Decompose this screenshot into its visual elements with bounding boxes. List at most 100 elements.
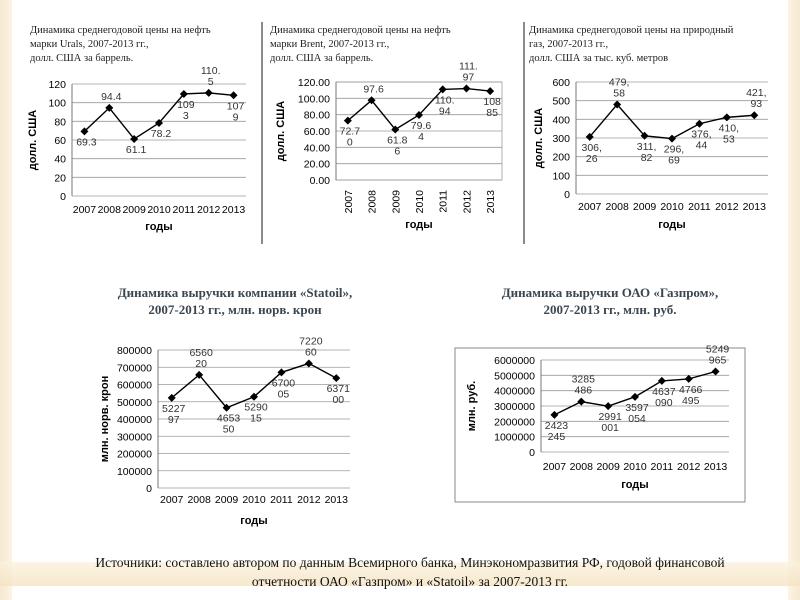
urals-data-label: 110. 5 xyxy=(201,65,221,88)
gas-y-title: долл. США xyxy=(533,108,545,169)
statoil-x-tick: 2010 xyxy=(242,494,266,506)
brent-y-tick: 20.00 xyxy=(304,159,330,171)
urals-x-tick: 2009 xyxy=(122,204,146,216)
urals-data-point xyxy=(229,91,238,100)
urals-data-label: 78.2 xyxy=(151,128,172,140)
urals-data-point xyxy=(155,119,163,128)
statoil-y-tick: 200000 xyxy=(117,449,152,461)
caption-brent: Динамика среднегодовой цены на нефть мар… xyxy=(270,25,451,64)
gazprom-data-point xyxy=(684,374,693,383)
gas-x-title: годы xyxy=(658,219,685,231)
brent-x-tick: 2013 xyxy=(485,190,497,214)
statoil-data-point xyxy=(195,370,204,379)
brent-data-point xyxy=(486,87,495,96)
gas-x-tick: 2013 xyxy=(743,201,767,213)
gazprom-x-title: годы xyxy=(621,479,648,491)
urals-x-tick: 2010 xyxy=(147,204,171,216)
gas-y-tick: 0 xyxy=(564,189,570,201)
statoil-data-point xyxy=(304,359,313,368)
gazprom-y-tick: 2000000 xyxy=(494,416,535,428)
gazprom-x-tick: 2008 xyxy=(570,461,594,473)
brent-y-tick: 80.00 xyxy=(304,110,330,122)
statoil-y-tick: 400000 xyxy=(117,414,152,426)
statoil-data-point xyxy=(332,374,341,383)
urals-x-tick: 2013 xyxy=(222,204,246,216)
gazprom-y-tick: 0 xyxy=(529,447,535,459)
gazprom-y-tick: 4000000 xyxy=(494,386,535,398)
gas-data-label: 376, 44 xyxy=(691,129,711,152)
divider-left xyxy=(261,22,263,244)
statoil-y-tick: 500000 xyxy=(117,397,152,409)
gas-y-tick: 400 xyxy=(552,114,570,126)
gas-data-point xyxy=(640,131,649,140)
urals-x-title: годы xyxy=(145,221,172,233)
caption-urals: Динамика среднегодовой цены на нефть мар… xyxy=(30,25,211,64)
urals-data-point xyxy=(80,127,89,136)
statoil-data-point xyxy=(277,368,286,377)
statoil-data-label: 5290 15 xyxy=(244,402,268,425)
gazprom-data-label: 2423 245 xyxy=(545,420,569,443)
gas-x-tick: 2009 xyxy=(633,201,657,213)
gazprom-y-tick: 1000000 xyxy=(494,432,535,444)
brent-data-point xyxy=(415,110,423,119)
brent-data-point xyxy=(343,116,352,125)
gas-data-point xyxy=(585,132,594,141)
urals-y-tick: 20 xyxy=(54,172,66,184)
brent-y-tick: 100.00 xyxy=(298,93,330,105)
statoil-data-point xyxy=(222,403,231,412)
gazprom-data-label: 3597 054 xyxy=(625,402,649,425)
statoil-data-point xyxy=(250,392,258,401)
gas-data-label: 306, 26 xyxy=(581,142,601,165)
urals-y-tick: 40 xyxy=(54,154,66,166)
gas-x-tick: 2008 xyxy=(605,201,629,213)
urals-data-label: 61.1 xyxy=(126,144,147,156)
urals-data-label: 107 9 xyxy=(227,100,245,123)
gas-x-tick: 2010 xyxy=(660,201,684,213)
gas-x-tick: 2011 xyxy=(688,201,711,213)
gazprom-x-tick: 2012 xyxy=(677,461,701,473)
brent-data-label: 108 85 xyxy=(483,96,501,119)
urals-data-label: 69.3 xyxy=(76,136,97,148)
statoil-x-tick: 2013 xyxy=(325,494,349,506)
gas-data-label: 410, 53 xyxy=(719,122,739,145)
gas-y-tick: 500 xyxy=(552,96,570,108)
brent-x-title: годы xyxy=(405,219,432,231)
gas-x-tick: 2012 xyxy=(715,201,739,213)
right-decor-strip xyxy=(788,0,800,600)
gas-y-tick: 300 xyxy=(552,133,570,145)
gazprom-x-tick: 2013 xyxy=(704,461,728,473)
brent-x-tick: 2011 xyxy=(438,190,450,213)
gazprom-data-point xyxy=(604,402,613,411)
gas-data-label: 479, 58 xyxy=(609,76,629,99)
bottom-decor-band xyxy=(0,562,800,586)
brent-data-point xyxy=(438,85,447,94)
urals-data-point xyxy=(179,89,188,98)
statoil-x-tick: 2011 xyxy=(270,494,293,506)
gas-data-label: 296, 69 xyxy=(664,144,684,167)
urals-x-tick: 2012 xyxy=(197,204,221,216)
gazprom-outer-border xyxy=(454,347,746,503)
gazprom-data-label: 4766 495 xyxy=(679,384,703,407)
gazprom-data-point xyxy=(550,410,559,419)
gazprom-y-tick: 6000000 xyxy=(494,355,535,367)
urals-x-tick: 2011 xyxy=(173,204,196,216)
statoil-data-point xyxy=(167,393,176,402)
statoil-y-title: млн. норв. крон xyxy=(99,376,111,462)
gas-data-point xyxy=(668,134,676,143)
statoil-y-tick: 600000 xyxy=(117,380,152,392)
sources-note: Источники: составлено автором по данным … xyxy=(95,555,725,589)
urals-data-label: 94.4 xyxy=(101,91,122,103)
brent-data-point xyxy=(367,96,376,105)
gas-y-tick: 100 xyxy=(552,170,570,182)
gazprom-y-tick: 5000000 xyxy=(494,370,535,382)
chart-statoil: 0 100000 200000 300000 400000 500000 600000 700… xyxy=(99,335,350,527)
gazprom-data-label: 3285 486 xyxy=(572,374,596,397)
urals-x-tick: 2007 xyxy=(73,204,97,216)
statoil-x-tick: 2007 xyxy=(160,494,184,506)
statoil-data-label: 5227 97 xyxy=(162,403,186,426)
urals-data-point xyxy=(130,134,139,143)
caption-gazprom: Динамика выручки ОАО «Газпром», 2007-201… xyxy=(501,285,719,317)
urals-data-point xyxy=(204,88,213,97)
brent-y-tick: 40.00 xyxy=(304,142,330,154)
gazprom-data-point xyxy=(711,367,720,376)
